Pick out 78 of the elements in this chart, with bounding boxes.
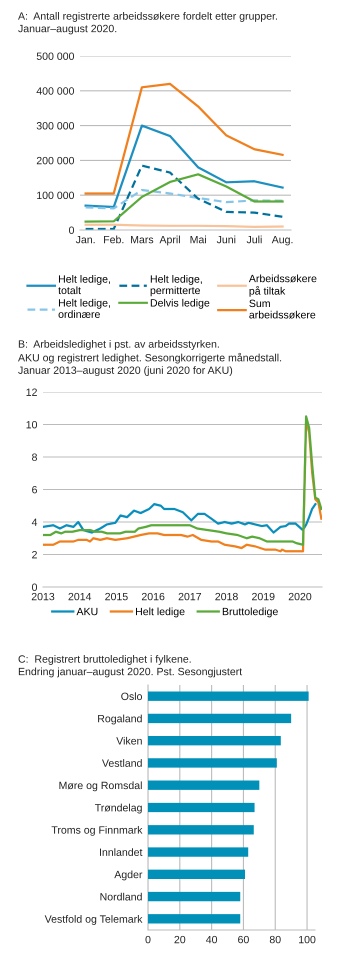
bar bbox=[148, 714, 292, 724]
line-series bbox=[84, 188, 284, 210]
y-tick-label: Vestland bbox=[102, 759, 142, 767]
y-tick-label: 500 000 bbox=[36, 52, 74, 60]
bar bbox=[148, 847, 248, 857]
x-tick-label: 20 bbox=[174, 936, 186, 944]
x-tick-label: Mai bbox=[190, 236, 206, 244]
y-tick-label: Troms og Finnmark bbox=[52, 826, 142, 836]
x-tick-label: Feb. bbox=[104, 236, 124, 244]
y-tick-label: 2 bbox=[32, 550, 37, 558]
chart-subtitle: Januar–august 2020. bbox=[18, 24, 116, 34]
legend-label: Helt ledige, ordinære bbox=[58, 298, 110, 318]
x-tick-label: Aug. bbox=[272, 236, 292, 246]
bar bbox=[148, 914, 240, 924]
line-series bbox=[84, 164, 284, 230]
x-tick-label: April bbox=[159, 236, 180, 246]
y-tick-label: 12 bbox=[26, 388, 37, 396]
legend-label: Helt ledige, totalt bbox=[58, 275, 110, 294]
bar bbox=[148, 758, 277, 768]
chart-title: C: Registrert bruttoledighet i fylkene. bbox=[18, 655, 191, 665]
x-tick-label: Mars bbox=[131, 236, 154, 244]
y-tick-label: 400 000 bbox=[36, 87, 74, 95]
x-tick-label: 2018 bbox=[215, 592, 238, 600]
x-tick-label: 2020 bbox=[288, 592, 312, 600]
x-tick-label: 2016 bbox=[142, 592, 164, 600]
y-tick-label: Rogaland bbox=[98, 714, 142, 724]
x-tick-label: 2013 bbox=[32, 592, 54, 600]
chart-subtitle: AKU og registrert ledighet. Sesongkorrigerte månedstall. Januar 2013–august 2020 (juni 2020 for AKU) bbox=[18, 352, 282, 376]
y-tick-label: Vestfold og Telemark bbox=[44, 915, 142, 925]
x-tick-label: Juni bbox=[216, 236, 236, 244]
x-tick-label: 2017 bbox=[178, 592, 202, 600]
y-tick-label: 4 bbox=[32, 518, 38, 526]
x-tick-label: 2014 bbox=[68, 592, 92, 600]
y-tick-label: Agder bbox=[114, 870, 142, 880]
bar bbox=[148, 825, 254, 834]
x-tick-label: 100 bbox=[299, 936, 316, 944]
y-tick-label: Trøndelag bbox=[94, 804, 142, 814]
y-tick-label: 8 bbox=[32, 453, 37, 461]
x-tick-label: Juli bbox=[246, 236, 262, 244]
legend-label: AKU bbox=[76, 608, 98, 616]
y-tick-label: 0 bbox=[68, 226, 74, 234]
line-series bbox=[84, 124, 284, 208]
chart-subtitle: Endring januar–august 2020. Pst. Sesongjustert bbox=[18, 668, 242, 678]
bar bbox=[148, 870, 246, 879]
legend-label: Helt ledige bbox=[136, 608, 185, 618]
chart-title: B: Arbeidsledighet i pst. av arbeidsstyrken. bbox=[18, 340, 219, 350]
y-tick-label: 6 bbox=[32, 486, 37, 494]
legend-label: Arbeidssøkere på tiltak bbox=[248, 274, 316, 297]
x-tick-label: 2019 bbox=[252, 592, 275, 600]
x-tick-label: Jan. bbox=[76, 236, 95, 244]
legend-label: Sum arbeidssøkere bbox=[249, 300, 316, 319]
x-tick-label: 60 bbox=[238, 936, 249, 944]
y-tick-label: 100 000 bbox=[37, 192, 74, 200]
bar bbox=[148, 736, 281, 746]
y-tick-label: Oslo bbox=[121, 692, 142, 700]
y-tick-label: 10 bbox=[26, 420, 38, 428]
y-tick-label: Viken bbox=[116, 736, 142, 745]
y-tick-label: Møre og Romsdal bbox=[59, 781, 142, 792]
bar bbox=[148, 691, 309, 701]
y-tick-label: 300 000 bbox=[36, 122, 74, 130]
bar bbox=[148, 802, 255, 812]
legend-label: Bruttoledige bbox=[222, 608, 278, 618]
y-tick-label: Nordland bbox=[100, 892, 142, 901]
y-tick-label: 200 000 bbox=[36, 156, 74, 164]
line-series bbox=[43, 503, 316, 534]
line-series bbox=[84, 173, 284, 223]
y-tick-label: Innlandet bbox=[100, 848, 142, 856]
y-tick-label: 0 bbox=[32, 583, 38, 591]
legend-label: Helt ledige, permitterte bbox=[150, 275, 202, 296]
x-tick-label: 80 bbox=[270, 936, 281, 944]
line-series bbox=[84, 82, 284, 195]
chart-title: A: Antall registrerte arbeidssøkere fordelt etter grupper. bbox=[18, 12, 277, 22]
bar bbox=[148, 892, 240, 902]
bar bbox=[148, 780, 260, 790]
x-tick-label: 40 bbox=[206, 936, 218, 944]
x-tick-label: 0 bbox=[145, 936, 151, 944]
legend-label: Delvis ledige bbox=[150, 298, 210, 309]
x-tick-label: 2015 bbox=[105, 592, 128, 600]
